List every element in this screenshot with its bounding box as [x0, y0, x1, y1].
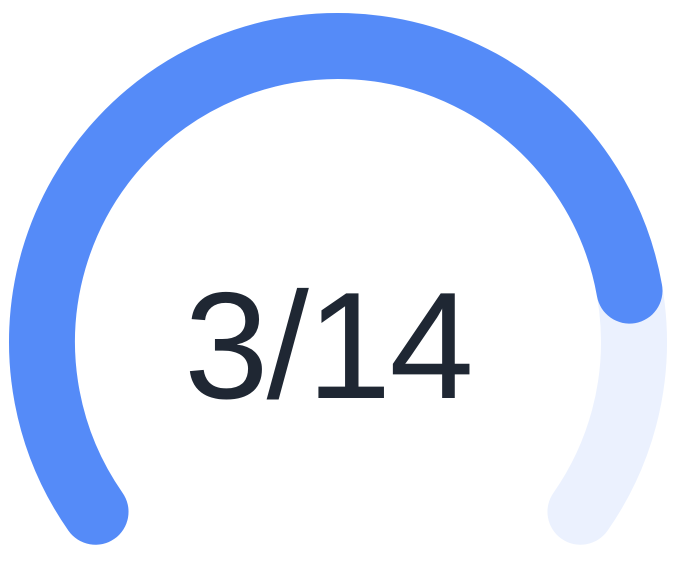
progress-count-label: 3/14 [184, 261, 472, 431]
gauge-progress-arc [9, 13, 663, 545]
